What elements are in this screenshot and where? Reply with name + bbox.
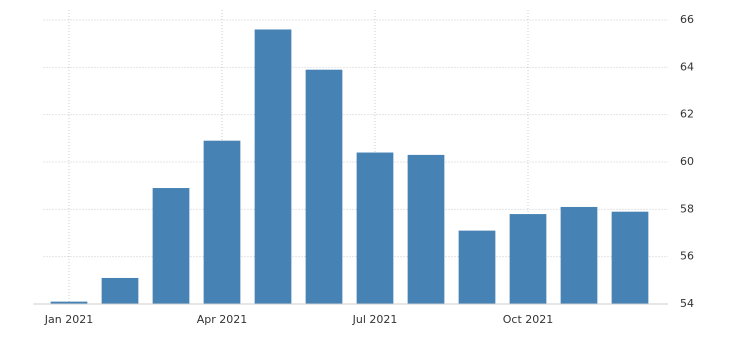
- bar: [458, 230, 496, 304]
- bar: [407, 154, 445, 304]
- y-tick-label: 58: [680, 202, 694, 215]
- bar: [611, 211, 649, 304]
- bar: [101, 277, 139, 304]
- bar: [305, 69, 343, 304]
- bar: [356, 152, 394, 304]
- bar: [509, 214, 547, 304]
- bar: [152, 188, 190, 304]
- x-tick-label: Jan 2021: [44, 313, 93, 326]
- bar: [50, 301, 88, 304]
- y-tick-label: 54: [680, 297, 694, 310]
- y-tick-label: 62: [680, 108, 694, 121]
- y-tick-label: 66: [680, 13, 694, 26]
- bar: [560, 206, 598, 304]
- bar: [254, 29, 292, 304]
- y-tick-label: 60: [680, 155, 694, 168]
- x-tick-label: Apr 2021: [197, 313, 248, 326]
- y-tick-label: 56: [680, 250, 694, 263]
- bar: [203, 140, 241, 304]
- x-tick-label: Oct 2021: [503, 313, 554, 326]
- x-tick-label: Jul 2021: [352, 313, 398, 326]
- y-tick-label: 64: [680, 60, 694, 73]
